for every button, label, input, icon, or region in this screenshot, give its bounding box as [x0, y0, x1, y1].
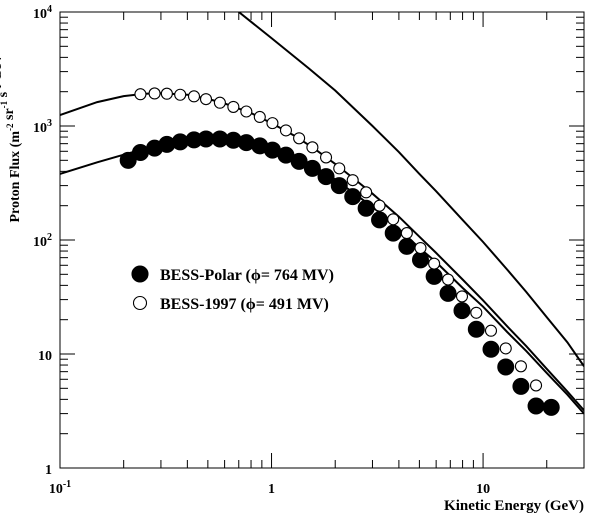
bess-1997-point [187, 90, 201, 103]
y-axis-title: Proton Flux (m-2 sr-1 s-1 GeV-1) [0, 41, 23, 222]
bess-1997-point [470, 306, 483, 319]
y-tick-label: 102 [33, 232, 52, 250]
axis-ticks [59, 11, 585, 469]
bess-polar-point [542, 398, 560, 416]
bess-1997-point [293, 132, 306, 145]
bess-1997-point [199, 93, 213, 106]
y-tick-label: 1 [45, 463, 52, 478]
bess-polar-point [411, 251, 429, 269]
bess-1997-point [373, 199, 386, 212]
bess-polar-point [317, 168, 335, 186]
bess-polar-point [384, 224, 402, 242]
bess-polar-point [290, 152, 308, 170]
y-tick-label: 10 [38, 349, 52, 364]
bess-1997-point [387, 213, 400, 226]
bess-polar-point [330, 177, 348, 195]
bess-polar-point [303, 159, 321, 177]
bess-1997-point [279, 124, 293, 137]
bess-1997-point [333, 162, 346, 175]
bess-1997-point [134, 88, 147, 101]
bess-polar-point [398, 237, 416, 255]
bess-1997-point [360, 186, 373, 199]
bess-polar-point [497, 358, 515, 376]
interstellar-curve [238, 12, 584, 367]
bess-1997-point [514, 360, 527, 373]
y-tick-label: 104 [33, 4, 52, 22]
bess-1997-point [319, 151, 333, 164]
bess-polar-point [371, 211, 389, 229]
bess-polar-point [439, 284, 457, 302]
bess-1997-point [240, 105, 253, 118]
x-tick-label: 1 [268, 482, 275, 497]
bess-1997-point [428, 257, 441, 270]
bess-polar-point [482, 340, 500, 358]
bess-1997-point [484, 324, 498, 337]
bess-1997-point [253, 110, 266, 124]
bess-polar-point [425, 267, 443, 285]
bess-polar-point [119, 151, 137, 169]
legend-marker-open [132, 295, 148, 311]
bess-1997-point [455, 290, 469, 303]
bess-1997-point [400, 227, 413, 240]
bess-1997-point [148, 87, 161, 100]
bess-polar-point [357, 199, 375, 217]
bess-1997-point [174, 88, 187, 101]
bess-1997-point [529, 379, 543, 392]
bess-polar-point [131, 144, 149, 162]
legend: BESS-Polar (ϕ= 764 MV) BESS-1997 (ϕ= 491 … [131, 265, 334, 313]
x-tick-label: 10 [476, 482, 490, 497]
x-axis-title: Kinetic Energy (GeV) [444, 498, 584, 514]
bess-1997-point [499, 342, 512, 355]
bess-1997-point [306, 141, 319, 154]
legend-label: BESS-1997 (ϕ= 491 MV) [160, 296, 329, 313]
bess-polar-point [453, 302, 471, 320]
bess-1997-point [346, 174, 359, 187]
bess-polar-point [512, 377, 530, 395]
legend-marker-filled [131, 265, 149, 283]
bess-1997-point [227, 100, 240, 113]
bess-polar-point [527, 397, 545, 415]
bess-1997-point [441, 273, 455, 286]
bess-polar-point [467, 320, 485, 338]
bess-1997-point [266, 117, 279, 130]
x-tick-label: 10-1 [49, 479, 71, 497]
bess-1997-point [414, 241, 427, 255]
y-tick-label: 103 [33, 118, 52, 136]
legend-label: BESS-Polar (ϕ= 764 MV) [160, 267, 334, 284]
bess-polar-point [344, 188, 362, 206]
bess-1997-point [213, 96, 226, 109]
data-points [119, 87, 560, 416]
bess-1997-point [160, 87, 173, 100]
